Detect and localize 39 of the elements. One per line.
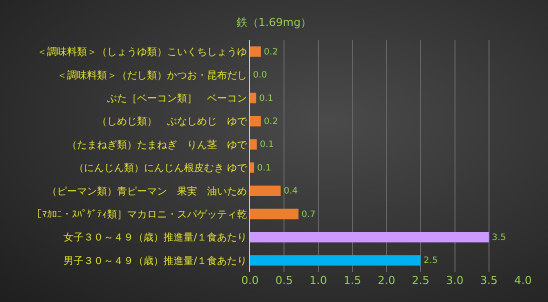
chart-title: 鉄（1.69mg）	[236, 16, 312, 29]
bar	[250, 232, 489, 242]
x-tick-label: 1.5	[344, 274, 362, 287]
x-tick-label: 4.0	[514, 274, 532, 287]
bar	[250, 46, 261, 57]
data-label: 2.5	[424, 256, 438, 266]
y-tick-label: 女子３０～４９（歳）推進量/１食あたり	[64, 232, 247, 244]
y-tick-label: （たまねぎ類）たまねぎ りん茎 ゆで	[67, 138, 248, 151]
bar	[250, 139, 257, 150]
x-tick-label: 0.5	[275, 274, 293, 287]
data-label: 0.0	[253, 70, 268, 81]
data-label: 0.2	[264, 47, 278, 58]
bar	[250, 92, 256, 104]
y-tick-label: ぶた［ベーコン類］ ベーコン	[107, 92, 247, 104]
y-tick-label: （しめじ類） ぶなしめじ ゆで	[97, 116, 248, 128]
bar	[250, 255, 421, 266]
y-tick-label: （にんじん類）にんじん根皮むき ゆで	[74, 162, 248, 174]
data-label: 3.5	[492, 233, 506, 244]
data-label: 0.1	[259, 94, 274, 104]
data-label: 0.2	[264, 117, 278, 128]
y-tick-label: （ピーマン類）青ピーマン 果実 油いため	[47, 185, 247, 198]
bar	[250, 186, 281, 196]
data-label: 0.1	[257, 163, 272, 174]
x-tick-label: 2.5	[412, 274, 430, 287]
y-tick-label: ＜調味料類＞（だし類）かつお・昆布だし	[57, 69, 247, 82]
data-label: 0.1	[260, 140, 274, 150]
bar	[250, 116, 261, 126]
data-label: 0.7	[301, 210, 316, 220]
y-tick-label: ＜調味料類＞（しょうゆ類）こいくちしょうゆ	[37, 46, 247, 58]
data-label: 0.4	[284, 186, 298, 197]
bar	[250, 208, 298, 220]
x-tick-label: 3.0	[446, 274, 464, 287]
x-tick-label: 2.0	[378, 274, 396, 287]
x-tick-label: 3.5	[480, 274, 498, 287]
x-tick-label: 0.0	[241, 274, 259, 287]
x-tick-label: 1.0	[310, 274, 327, 287]
y-tick-label: 男子３０～４９（歳）推進量/１食あたり	[64, 254, 247, 267]
y-tick-label: ［ﾏｶﾛﾆ・ｽﾊﾟｹﾞﾃｨ類］マカロニ・スパゲッティ乾	[32, 208, 247, 220]
bar	[250, 162, 254, 173]
